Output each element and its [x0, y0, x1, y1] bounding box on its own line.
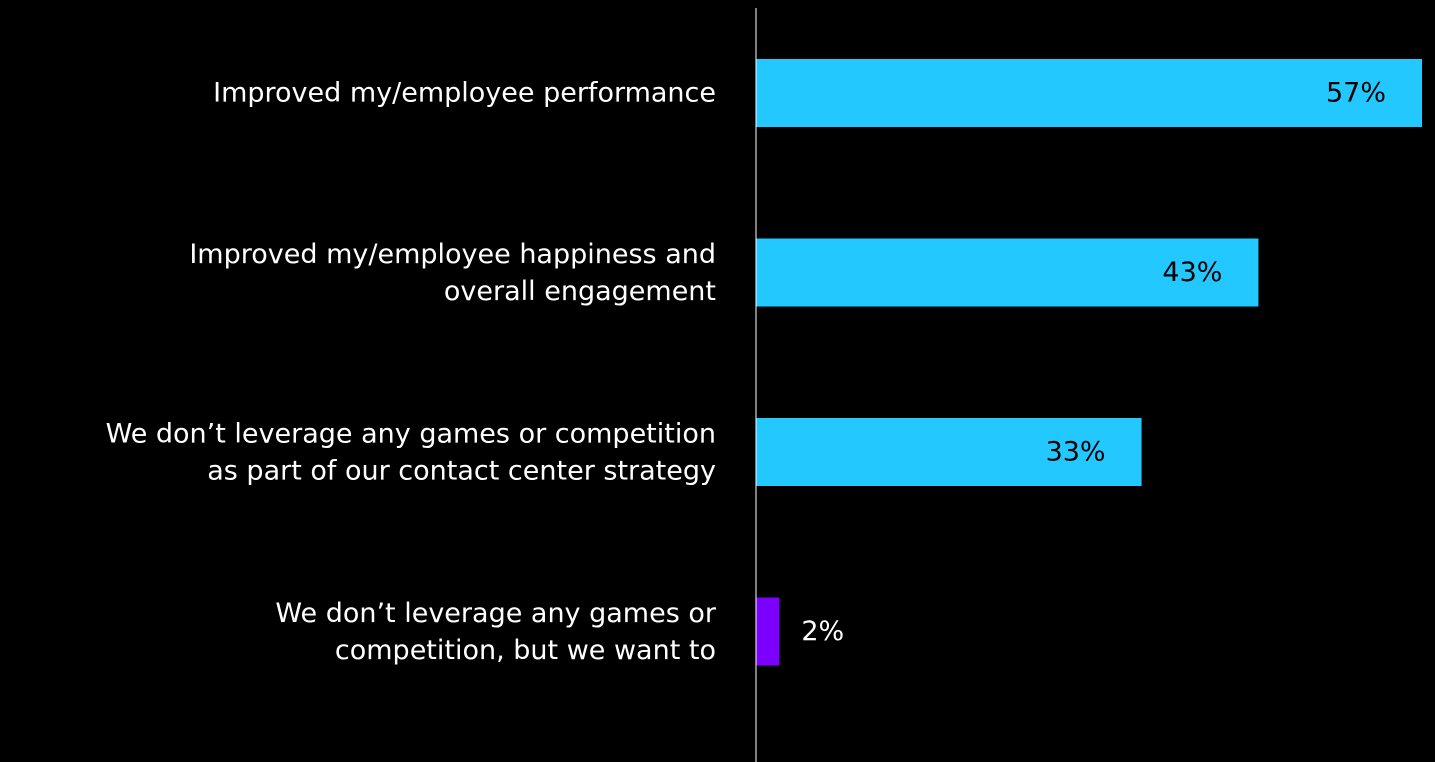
bar-3: [756, 418, 1142, 486]
bar-1: [756, 59, 1422, 127]
category-label-1-line-1: Improved my/employee performance: [213, 78, 716, 109]
category-label-3-line-2: as part of our contact center strategy: [207, 456, 716, 487]
value-label-3: 33%: [1046, 437, 1106, 468]
category-label-2-line-2: overall engagement: [444, 276, 716, 307]
value-label-2: 43%: [1162, 257, 1222, 288]
bars-layer: 57% Improved my/employee performance 43% Im…: [106, 59, 1422, 666]
category-label-4-line-1: We don’t leverage any games or: [275, 598, 716, 629]
category-label-2-line-1: Improved my/employee happiness and: [189, 239, 716, 270]
value-label-4: 2%: [801, 616, 844, 647]
bar-4: [756, 597, 780, 666]
bar-2: [756, 238, 1259, 307]
category-label-3-line-1: We don’t leverage any games or competiti…: [106, 419, 716, 450]
value-label-1: 57%: [1326, 78, 1386, 109]
category-label-4-line-2: competition, but we want to: [335, 635, 716, 666]
